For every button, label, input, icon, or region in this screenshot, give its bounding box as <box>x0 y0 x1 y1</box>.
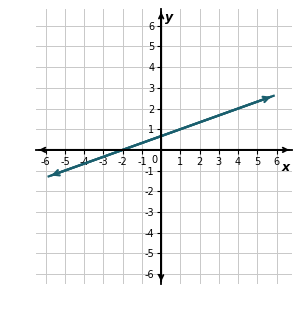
Text: y: y <box>165 11 173 24</box>
Text: x: x <box>282 161 290 174</box>
Text: 0: 0 <box>152 155 158 165</box>
